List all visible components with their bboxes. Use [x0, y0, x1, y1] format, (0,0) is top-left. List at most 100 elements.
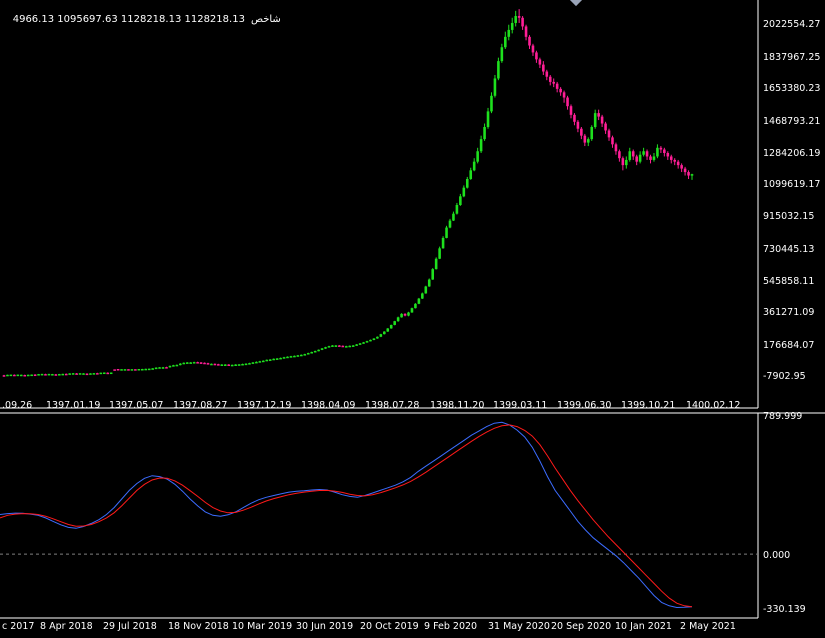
- time-tick-label: 1398.11.20: [430, 400, 485, 411]
- candle-body: [521, 17, 524, 27]
- candle-body: [113, 369, 116, 371]
- bull-candle: [220, 364, 224, 366]
- indicator-signal-line: [0, 424, 693, 608]
- candle-body: [365, 341, 369, 343]
- bull-candle: [78, 373, 82, 375]
- price-tick-label: 361271.09: [763, 307, 815, 318]
- candle-body: [383, 331, 386, 335]
- candle-body: [393, 321, 396, 325]
- candle-body: [140, 369, 144, 371]
- bull-candle: [275, 358, 279, 360]
- bear-candle: [621, 156, 625, 171]
- candle-body: [89, 373, 92, 375]
- bull-candle: [358, 342, 362, 345]
- candle-body: [313, 350, 317, 353]
- candle-body: [109, 372, 113, 375]
- candle-body: [355, 344, 358, 346]
- candle-body: [459, 196, 462, 206]
- candle-body: [106, 372, 110, 375]
- bull-candle: [154, 367, 158, 370]
- bull-candle: [120, 369, 123, 371]
- price-tick-label: 1284206.19: [763, 148, 821, 159]
- time-tick-label: 1397.01.19: [46, 400, 101, 411]
- bull-candle: [310, 351, 313, 354]
- candle-body: [542, 64, 545, 72]
- candle-body: [168, 365, 172, 368]
- time-tick-label: c 2017: [2, 621, 35, 632]
- bear-candle: [573, 113, 576, 126]
- bull-candle: [265, 359, 269, 362]
- bear-candle: [23, 374, 27, 377]
- candle-body: [54, 374, 58, 376]
- candle-body: [504, 36, 507, 48]
- candle-body: [548, 76, 552, 82]
- bear-candle: [542, 61, 545, 75]
- time-tick-label: 1400.02.12: [686, 400, 741, 411]
- bull-candle: [393, 320, 396, 326]
- bull-candle: [40, 373, 44, 376]
- indicator-tick-label: -330.139: [763, 604, 806, 615]
- candle-body: [590, 126, 594, 140]
- bear-candle: [555, 81, 559, 93]
- candle-body: [327, 346, 331, 348]
- candle-body: [16, 374, 20, 377]
- candle-body: [237, 364, 241, 366]
- candle-body: [552, 81, 556, 84]
- bull-candle: [192, 361, 196, 364]
- candle-body: [258, 361, 262, 363]
- bull-candle: [237, 364, 241, 366]
- candle-body: [172, 365, 175, 367]
- bull-candle: [230, 364, 234, 367]
- bull-candle: [510, 17, 514, 34]
- candle-body: [130, 369, 134, 371]
- bull-candle: [158, 367, 161, 369]
- time-tick-label: 1397.08.27: [173, 400, 228, 411]
- bear-candle: [635, 154, 638, 166]
- bull-candle: [82, 373, 85, 375]
- bull-candle: [334, 345, 338, 347]
- candle-body: [275, 358, 279, 360]
- candle-body: [19, 374, 23, 377]
- candle-body: [597, 113, 600, 117]
- candle-body: [272, 358, 275, 361]
- bull-candle: [293, 355, 296, 358]
- candle-body: [690, 174, 694, 176]
- candle-body: [127, 369, 130, 371]
- time-tick-label: 10 Jan 2021: [615, 621, 672, 632]
- bull-candle: [289, 355, 293, 358]
- candle-body: [185, 362, 189, 364]
- candle-body: [663, 149, 666, 153]
- bear-candle: [54, 373, 58, 376]
- candle-body: [75, 373, 78, 375]
- bull-candle: [303, 353, 307, 356]
- bull-candle: [123, 369, 127, 371]
- bull-candle: [628, 147, 632, 162]
- bull-candle: [251, 362, 255, 364]
- candle-body: [573, 114, 576, 122]
- bull-candle: [92, 373, 96, 375]
- bull-candle: [421, 292, 424, 299]
- bull-candle: [102, 372, 106, 375]
- candle-body: [300, 354, 303, 357]
- bear-candle: [663, 147, 666, 157]
- bull-candle: [586, 137, 590, 147]
- candle-body: [68, 373, 71, 375]
- bear-candle: [206, 362, 210, 365]
- candle-body: [213, 363, 217, 366]
- candle-body: [175, 364, 179, 367]
- price-tick-label: 545858.11: [763, 276, 815, 287]
- candle-body: [23, 375, 27, 377]
- candle-body: [414, 303, 417, 309]
- candle-body: [179, 363, 182, 366]
- bull-candle: [642, 147, 645, 157]
- candle-body: [528, 36, 531, 46]
- candle-body: [120, 369, 123, 371]
- candle-body: [424, 286, 428, 294]
- time-tick-label: 1397.12.19: [237, 400, 292, 411]
- candle-body: [562, 92, 566, 98]
- candle-body: [576, 121, 580, 129]
- candle-body: [40, 373, 44, 376]
- bull-candle: [317, 349, 320, 352]
